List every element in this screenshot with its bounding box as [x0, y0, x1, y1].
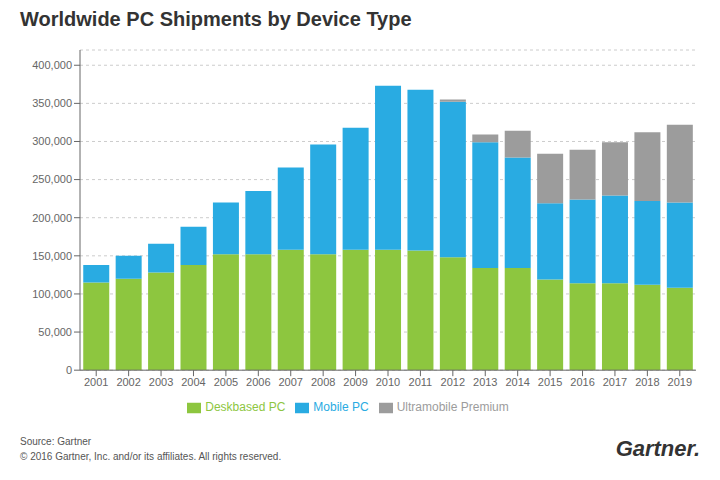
- html-text:© 2016 Gartner, Inc. and/or it: © 2016 Gartner, Inc. and/or its affiliat…: [20, 451, 282, 462]
- svg-text:2014: 2014: [505, 376, 529, 388]
- svg-text:2011: 2011: [409, 376, 433, 388]
- svg-text:50,000: 50,000: [38, 326, 72, 338]
- svg-text:2008: 2008: [311, 376, 335, 388]
- html-text:Gartner.: Gartner.: [615, 436, 700, 461]
- svg-text:2017: 2017: [603, 376, 627, 388]
- html-text:Deskbased PC: Deskbased PC: [205, 400, 286, 415]
- svg-text:2003: 2003: [149, 376, 173, 388]
- svg-text:2007: 2007: [278, 376, 302, 388]
- svg-text:100,000: 100,000: [32, 288, 72, 300]
- svg-text:350,000: 350,000: [32, 97, 72, 109]
- svg-text:150,000: 150,000: [32, 250, 72, 262]
- html-text:Source: Gartner: Source: Gartner: [20, 436, 92, 447]
- svg-text:400,000: 400,000: [32, 59, 72, 71]
- svg-text:2015: 2015: [538, 376, 562, 388]
- svg-text:2018: 2018: [635, 376, 659, 388]
- html-text:Mobile PC: Mobile PC: [313, 400, 369, 415]
- svg-text:2004: 2004: [181, 376, 205, 388]
- svg-text:2016: 2016: [570, 376, 594, 388]
- svg-text:300,000: 300,000: [32, 135, 72, 147]
- svg-text:2012: 2012: [441, 376, 465, 388]
- svg-text:2013: 2013: [473, 376, 497, 388]
- svg-text:2019: 2019: [668, 376, 692, 388]
- html-text:Ultramobile Premium: Ultramobile Premium: [396, 400, 509, 415]
- svg-text:2009: 2009: [343, 376, 367, 388]
- svg-text:0: 0: [66, 364, 72, 376]
- svg-text:2002: 2002: [116, 376, 140, 388]
- svg-text:250,000: 250,000: [32, 173, 72, 185]
- svg-text:2006: 2006: [246, 376, 270, 388]
- html-text:Worldwide PC Shipments by Devi: Worldwide PC Shipments by Device Type: [20, 8, 412, 30]
- svg-text:2001: 2001: [84, 376, 108, 388]
- svg-text:2005: 2005: [214, 376, 238, 388]
- svg-text:2010: 2010: [376, 376, 400, 388]
- svg-text:200,000: 200,000: [32, 212, 72, 224]
